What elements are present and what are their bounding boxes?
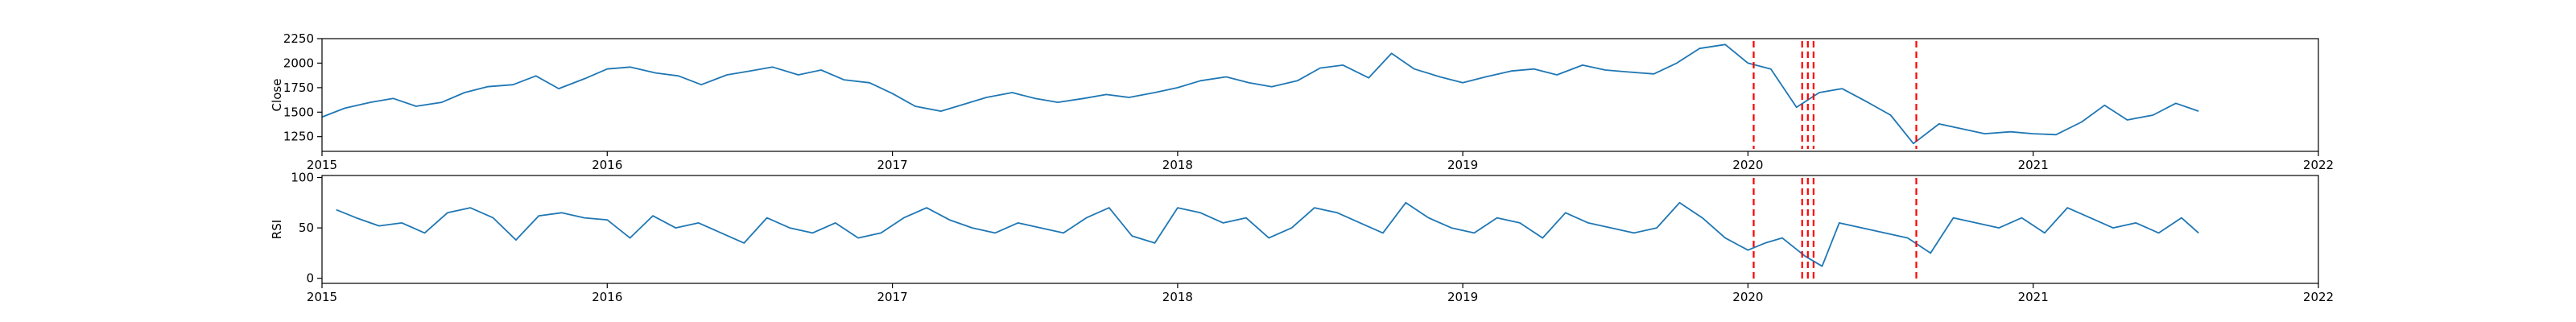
series-line	[321, 43, 2199, 145]
axes-frame	[321, 175, 2319, 284]
y-tick-label: 100	[291, 171, 314, 185]
rsi-panel: 2015 2016 2017 2018 2019 2020 2021 2022 0 50 100 RS…	[270, 171, 2334, 305]
x-tick-label: 2022	[2303, 290, 2334, 304]
x-tick-label: 2016	[592, 290, 622, 304]
x-tick-label: 2022	[2303, 158, 2334, 172]
x-tick-label: 2020	[1732, 158, 1763, 172]
y-axis-label: Close	[270, 79, 284, 112]
y-tick-label: 1500	[283, 105, 314, 119]
close-price-panel: 2015 2016 2017 2018 2019 2020 2021 2022 1250 1500…	[270, 31, 2334, 172]
x-tick-label: 2020	[1732, 290, 1763, 304]
x-tick-label: 2017	[877, 290, 908, 304]
x-tick-label: 2019	[1447, 290, 1478, 304]
x-tick-label: 2015	[307, 290, 337, 304]
y-tick-label: 0	[306, 271, 314, 286]
x-tick-label: 2015	[307, 158, 337, 172]
y-tick-label: 2000	[283, 56, 314, 70]
x-tick-label: 2017	[877, 158, 908, 172]
x-tick-label: 2021	[2018, 290, 2049, 304]
y-tick-label: 50	[299, 221, 314, 235]
y-tick-label: 1250	[283, 130, 314, 144]
x-tick-label: 2019	[1447, 158, 1478, 172]
axes-frame	[321, 38, 2319, 152]
x-tick-label: 2018	[1162, 290, 1193, 304]
series-line	[336, 201, 2199, 267]
x-tick-label: 2016	[592, 158, 622, 172]
y-axis-label: RSI	[270, 220, 284, 239]
x-tick-label: 2018	[1162, 158, 1193, 172]
y-tick-label: 1750	[283, 80, 314, 95]
y-tick-label: 2250	[283, 31, 314, 46]
x-tick-label: 2021	[2018, 158, 2049, 172]
